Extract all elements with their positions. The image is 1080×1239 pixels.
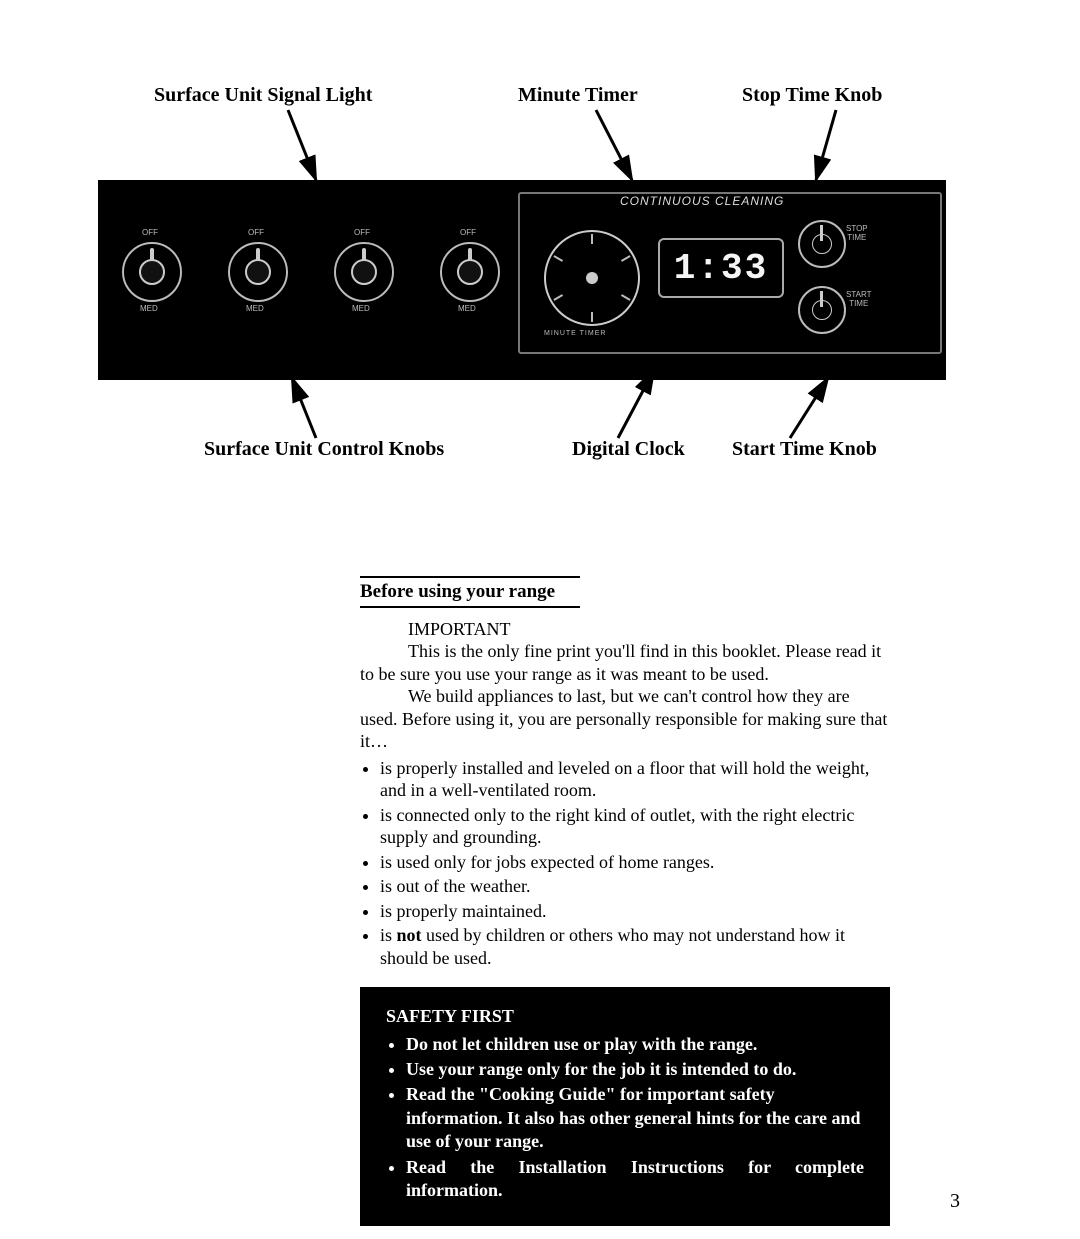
stop-time-label: STOP TIME	[846, 224, 868, 242]
knob-off-label: OFF	[460, 228, 476, 237]
list-item: is properly maintained.	[380, 900, 890, 923]
list-item: is used only for jobs expected of home r…	[380, 851, 890, 874]
stop-time-knob	[798, 220, 846, 268]
important-label: IMPORTANT	[360, 618, 890, 641]
knob-med-label: MED	[246, 304, 264, 313]
knob-off-label: OFF	[248, 228, 264, 237]
label-minute-timer: Minute Timer	[518, 84, 638, 107]
knob-med-label: MED	[352, 304, 370, 313]
label-start-time: Start Time Knob	[732, 438, 877, 461]
list-item: is properly installed and leveled on a f…	[380, 757, 890, 802]
intro-paragraph-2: We build appliances to last, but we can'…	[360, 685, 890, 753]
manual-page: Surface Unit Signal Light Minute Timer S…	[0, 0, 1080, 1239]
safety-item: Read the "Cooking Guide" for important s…	[406, 1083, 864, 1153]
knob-med-label: MED	[458, 304, 476, 313]
knob-off-label: OFF	[354, 228, 370, 237]
indicator-3: ○●○○	[360, 364, 386, 378]
minute-timer-dial	[544, 230, 640, 326]
safety-item: Use your range only for the job it is in…	[406, 1058, 864, 1081]
clock-time: 1:33	[674, 248, 768, 289]
label-stop-time: Stop Time Knob	[742, 84, 882, 107]
label-control-knobs: Surface Unit Control Knobs	[204, 438, 444, 461]
list-item: is not used by children or others who ma…	[380, 924, 890, 969]
surface-unit-knob	[122, 242, 182, 302]
surface-unit-knob	[334, 242, 394, 302]
continuous-cleaning-text: CONTINUOUS CLEANING	[620, 194, 784, 208]
safety-item: Read the Installation Instructions for c…	[406, 1156, 864, 1203]
safety-item: Do not let children use or play with the…	[406, 1033, 864, 1056]
page-number: 3	[950, 1190, 960, 1213]
indicator-1: ●○●○	[128, 364, 154, 378]
burner-indicator-row: ●○●○ ●○○○ ○●○○ ○○○●	[128, 364, 502, 378]
list-item: is out of the weather.	[380, 875, 890, 898]
indicator-2: ●○○○	[244, 364, 270, 378]
safety-first-box: SAFETY FIRST Do not let children use or …	[360, 987, 890, 1226]
control-panel-illustration: CONTINUOUS CLEANING OFF MED OFF MED OFF MED OF…	[98, 180, 946, 380]
instruction-body: Before using your range IMPORTANT This i…	[360, 576, 890, 1226]
list-item: is connected only to the right kind of o…	[380, 804, 890, 849]
start-time-label: START TIME	[846, 290, 871, 308]
label-digital-clock: Digital Clock	[572, 438, 685, 461]
surface-unit-knob	[440, 242, 500, 302]
safety-title: SAFETY FIRST	[386, 1005, 864, 1028]
surface-unit-knob	[228, 242, 288, 302]
minute-timer-label: MINUTE TIMER	[544, 330, 606, 337]
label-signal-light: Surface Unit Signal Light	[154, 84, 372, 107]
intro-paragraph-1: This is the only fine print you'll find …	[360, 640, 890, 685]
section-title: Before using your range	[360, 578, 555, 606]
knob-med-label: MED	[140, 304, 158, 313]
knob-off-label: OFF	[142, 228, 158, 237]
requirement-list: is properly installed and leveled on a f…	[360, 757, 890, 970]
digital-clock-display: 1:33	[658, 238, 784, 298]
start-time-knob	[798, 286, 846, 334]
indicator-4: ○○○●	[476, 364, 502, 378]
